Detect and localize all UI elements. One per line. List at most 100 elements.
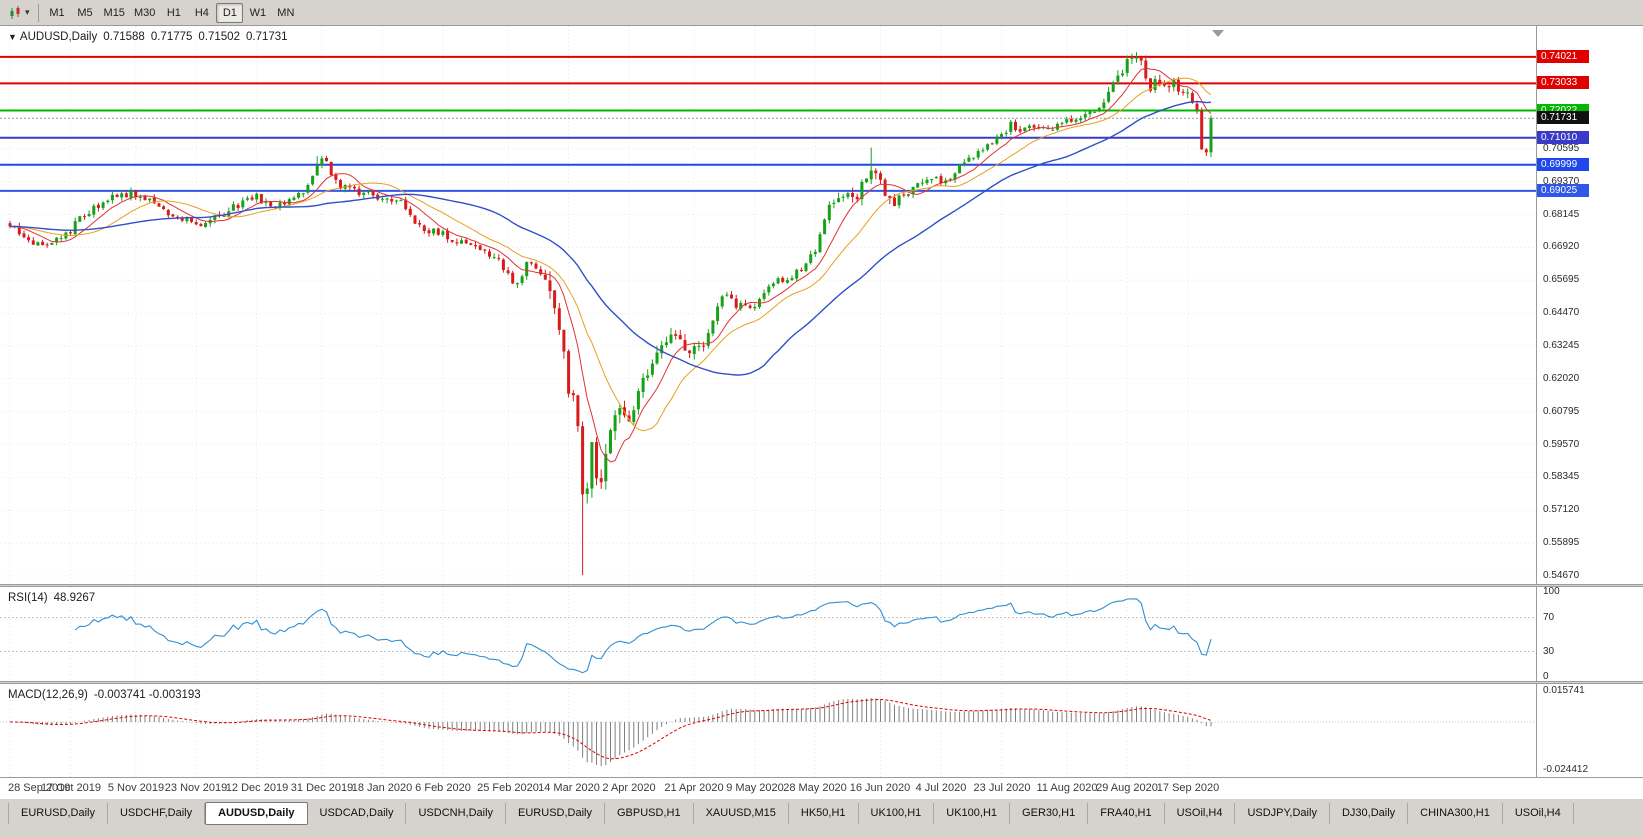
chart-tab-1-usdchf-daily[interactable]: USDCHF,Daily	[108, 802, 206, 824]
price-tick-label: 0.64470	[1543, 307, 1580, 318]
macd-label: MACD(12,26,9)	[8, 689, 88, 701]
date-label: 2 Apr 2020	[602, 782, 656, 794]
price-tick-label: 0.59570	[1543, 439, 1580, 450]
timeframe-button-h4[interactable]: H4	[188, 3, 215, 23]
chart-tab-8-hk50-h1[interactable]: HK50,H1	[789, 802, 859, 824]
chart-tab-14-usdjpy-daily[interactable]: USDJPY,Daily	[1235, 802, 1330, 824]
chart-tab-4-usdcnh-daily[interactable]: USDCNH,Daily	[406, 802, 507, 824]
price-tick-label: 0.70595	[1543, 143, 1580, 154]
price-level-badge: 0.71010	[1537, 131, 1589, 144]
chart-tab-17-usoil-h4[interactable]: USOil,H4	[1503, 802, 1574, 824]
rsi-axis-label: 100	[1543, 587, 1560, 597]
chart-tab-13-usoil-h4[interactable]: USOil,H4	[1165, 802, 1236, 824]
timeframe-button-mn[interactable]: MN	[272, 3, 299, 23]
timeframe-button-group: M1 M5 M15 M30 H1 H4 D1 W1 MN	[44, 2, 300, 23]
date-label: 14 Mar 2020	[538, 782, 600, 794]
macd-pane: MACD(12,26,9) -0.003741 -0.003193 0.01574…	[0, 684, 1643, 777]
date-label: 16 Jun 2020	[849, 782, 911, 794]
pane-splitter[interactable]	[0, 584, 1643, 587]
chart-tab-15-dj30-daily[interactable]: DJ30,Daily	[1330, 802, 1409, 824]
chart-tab-7-xauusd-m15[interactable]: XAUUSD,M15	[694, 802, 789, 824]
date-label: 12 Dec 2019	[225, 782, 289, 794]
date-label: 23 Jul 2020	[973, 782, 1031, 794]
timeframe-button-h1[interactable]: H1	[160, 3, 187, 23]
rsi-pane: RSI(14) 48.9267 100 70 30 0	[0, 587, 1643, 681]
current-price-badge: 0.71731	[1537, 111, 1589, 124]
price-tick-label: 0.62020	[1543, 373, 1580, 384]
time-axis[interactable]: 28 Sep 2019 17 Oct 2019 5 Nov 2019 23 Nov 2…	[0, 777, 1643, 799]
chart-tab-10-uk100-h1[interactable]: UK100,H1	[934, 802, 1011, 824]
date-label: 28 Sep 2019	[8, 782, 71, 794]
macd-axis-label: -0.024412	[1543, 764, 1589, 775]
price-axis[interactable]: 0.70595 0.69370 0.68145 0.66920 0.65695 0.644…	[1536, 26, 1643, 584]
date-label: 23 Nov 2019	[164, 782, 228, 794]
date-label: 5 Nov 2019	[107, 782, 165, 794]
chart-tab-6-gbpusd-h1[interactable]: GBPUSD,H1	[605, 802, 694, 824]
rsi-axis-label: 30	[1543, 646, 1555, 657]
chart-type-button[interactable]: ▾	[5, 3, 33, 23]
price-tick-label: 0.68145	[1543, 209, 1580, 220]
macd-axis[interactable]: 0.015741 -0.024412	[1536, 684, 1643, 777]
price-level-badge: 0.74021	[1537, 50, 1589, 63]
chart-tab-3-usdcad-daily[interactable]: USDCAD,Daily	[308, 802, 407, 824]
macd-plot[interactable]	[0, 684, 1536, 777]
price-tick-label: 0.66920	[1543, 241, 1580, 252]
rsi-axis-label: 0	[1543, 671, 1549, 681]
timeframe-button-m5[interactable]: M5	[72, 3, 99, 23]
chart-tab-2-audusd-daily[interactable]: AUDUSD,Daily	[205, 801, 308, 825]
macd-header: MACD(12,26,9) -0.003741 -0.003193	[8, 689, 207, 701]
chart-tab-12-fra40-h1[interactable]: FRA40,H1	[1088, 802, 1165, 824]
rsi-axis[interactable]: 100 70 30 0	[1536, 587, 1643, 681]
main-price-pane: ▼ AUDUSD,Daily 0.71588 0.71775 0.71502 0.7173…	[0, 26, 1643, 584]
price-level-badge: 0.69999	[1537, 158, 1589, 171]
date-label: 6 Feb 2020	[415, 782, 471, 794]
chart-tabs-bar: EURUSD,Daily USDCHF,Daily AUDUSD,Daily USDC…	[0, 799, 1643, 827]
date-label: 17 Oct 2019	[41, 782, 101, 794]
macd-value: -0.003741 -0.003193	[93, 689, 201, 701]
toolbar-separator	[37, 3, 39, 22]
price-tick-label: 0.55895	[1543, 537, 1580, 548]
ohlc-close: 0.71731	[245, 31, 288, 43]
chart-tab-0-eurusd-daily[interactable]: EURUSD,Daily	[8, 802, 108, 824]
candlestick-chart-icon	[10, 5, 20, 19]
rsi-plot[interactable]	[0, 587, 1536, 681]
ohlc-low: 0.71502	[198, 31, 240, 43]
chart-tab-11-ger30-h1[interactable]: GER30,H1	[1010, 802, 1089, 824]
ohlc-open: 0.71588	[103, 31, 145, 43]
date-label: 9 May 2020	[726, 782, 784, 794]
rsi-header: RSI(14) 48.9267	[8, 592, 101, 604]
price-tick-label: 0.65695	[1543, 274, 1580, 285]
date-label: 17 Sep 2020	[1156, 782, 1220, 794]
date-label: 28 May 2020	[783, 782, 847, 794]
chart-tab-16-china300-h1[interactable]: CHINA300,H1	[1408, 802, 1503, 824]
rsi-value: 48.9267	[53, 592, 96, 604]
timeframe-button-m1[interactable]: M1	[44, 3, 71, 23]
date-label: 31 Dec 2019	[290, 782, 354, 794]
date-label: 4 Jul 2020	[915, 782, 967, 794]
rsi-label: RSI(14)	[8, 592, 48, 604]
chart-window: ▼ AUDUSD,Daily 0.71588 0.71775 0.71502 0.7173…	[0, 26, 1643, 799]
price-level-badge: 0.69025	[1537, 184, 1589, 197]
macd-axis-label: 0.015741	[1543, 685, 1585, 696]
timeframe-button-d1[interactable]: D1	[216, 2, 244, 23]
main-chart-plot[interactable]	[0, 26, 1536, 584]
date-label: 11 Aug 2020	[1036, 782, 1098, 794]
pane-splitter[interactable]	[0, 681, 1643, 684]
date-label: 25 Feb 2020	[477, 782, 539, 794]
chart-tab-5-eurusd-daily[interactable]: EURUSD,Daily	[506, 802, 605, 824]
collapse-arrow-icon[interactable]: ▼	[8, 32, 17, 42]
chart-tab-9-uk100-h1[interactable]: UK100,H1	[859, 802, 935, 824]
price-tick-label: 0.69370	[1543, 176, 1580, 187]
date-label: 29 Aug 2020	[1096, 782, 1158, 794]
date-label: 18 Jan 2020	[351, 782, 413, 794]
timeframe-toolbar: ▾ M1 M5 M15 M30 H1 H4 D1 W1 MN	[0, 0, 1643, 26]
chart-ohlc-header: ▼ AUDUSD,Daily 0.71588 0.71775 0.71502 0.7173…	[8, 31, 294, 43]
ohlc-high: 0.71775	[150, 31, 193, 43]
timeframe-button-m30[interactable]: M30	[130, 3, 159, 23]
dropdown-caret-icon: ▾	[25, 7, 30, 17]
price-tick-label: 0.57120	[1543, 504, 1580, 515]
chart-shift-marker-icon	[1212, 30, 1224, 37]
price-tick-label: 0.60795	[1543, 406, 1580, 417]
timeframe-button-m15[interactable]: M15	[100, 3, 129, 23]
timeframe-button-w1[interactable]: W1	[244, 3, 271, 23]
